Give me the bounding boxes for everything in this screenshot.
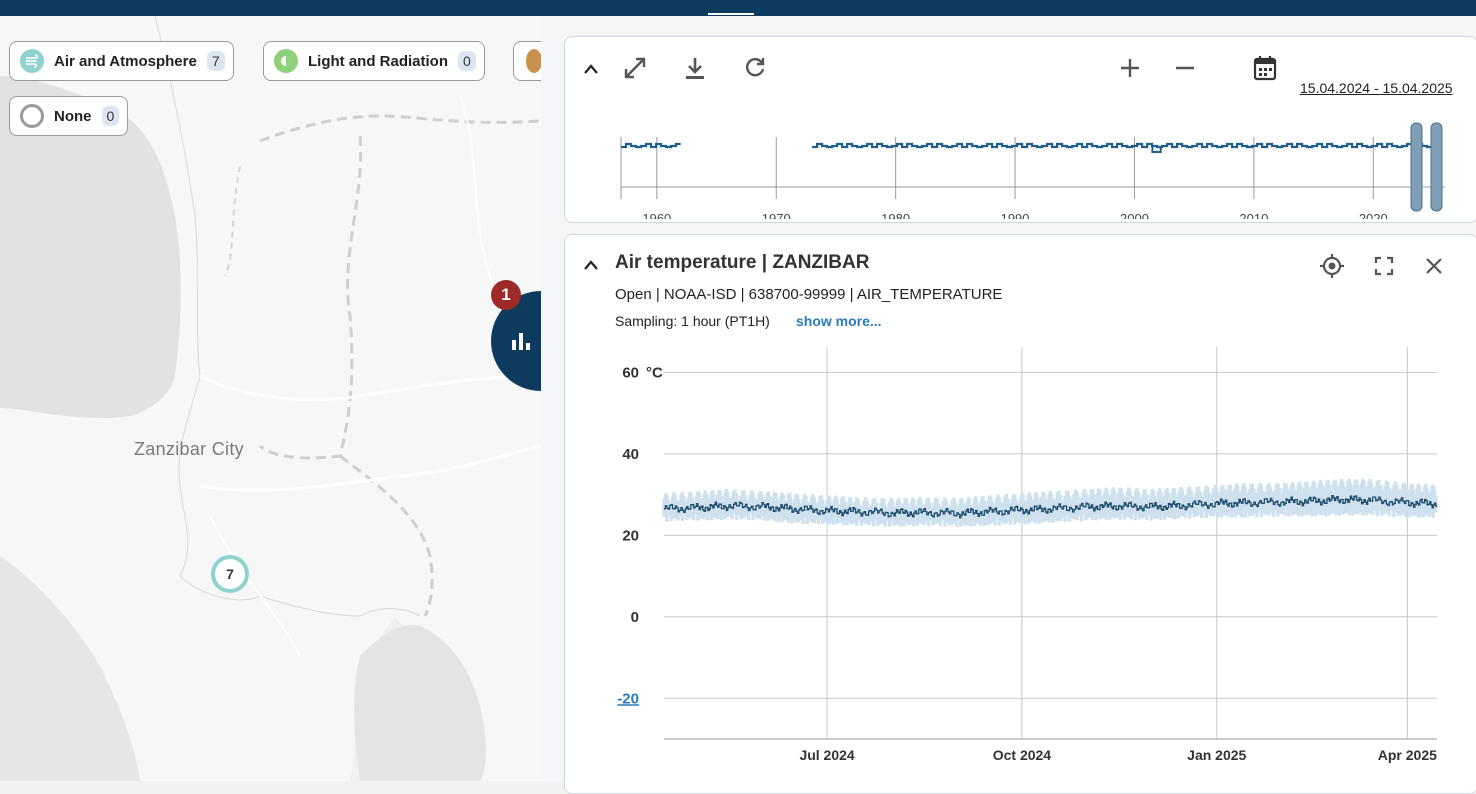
air-atmosphere-icon xyxy=(20,49,44,73)
close-icon[interactable] xyxy=(1419,251,1449,281)
y-tick-label: 60 xyxy=(622,364,639,381)
chip-label: Air and Atmosphere xyxy=(54,52,197,70)
y-tick-label: 0 xyxy=(631,609,639,626)
station-cluster-marker[interactable]: 7 xyxy=(211,555,249,593)
charts-panel: 15.04.2024 - 15.04.2025 1960 1970 1980 1990… xyxy=(541,16,1476,794)
y-axis-unit: °C xyxy=(646,364,663,381)
overview-dip xyxy=(1151,146,1162,153)
x-tick-label: Oct 2024 xyxy=(993,747,1052,763)
chart-card: Air temperature | ZANZIBAR Open | NOAA-I… xyxy=(564,234,1476,794)
land-icon xyxy=(526,49,541,73)
map-view[interactable]: Zanzibar City 7 1 Air and Atmosphere 7 L… xyxy=(0,16,541,781)
map-background xyxy=(0,16,541,781)
brush-left-handle xyxy=(1410,122,1423,212)
bar-chart-icon xyxy=(512,333,530,350)
filter-chip-light-radiation[interactable]: Light and Radiation 0 xyxy=(263,41,485,81)
top-nav-bar xyxy=(0,0,1476,16)
chart-count-badge: 1 xyxy=(491,280,521,310)
brush-right-handle xyxy=(1430,122,1443,212)
calendar-icon[interactable] xyxy=(1250,53,1280,83)
y-tick-label: -20 xyxy=(617,690,639,707)
locate-icon[interactable] xyxy=(1317,251,1347,281)
collapse-icon[interactable] xyxy=(577,55,605,83)
y-tick-label: 20 xyxy=(622,527,639,544)
active-tab-indicator xyxy=(708,13,754,15)
x-tick-label: Jan 2025 xyxy=(1187,747,1246,763)
light-radiation-icon xyxy=(274,49,298,73)
chart-subtitle: Open | NOAA-ISD | 638700-99999 | AIR_TEM… xyxy=(615,286,1003,303)
overview-tick-label: 2020 xyxy=(1359,211,1388,219)
sampling-info: Sampling: 1 hour (PT1H) xyxy=(615,313,770,329)
zoom-in-icon[interactable] xyxy=(1115,53,1145,83)
overview-tick-label: 2000 xyxy=(1120,211,1149,219)
zoom-out-icon[interactable] xyxy=(1170,53,1200,83)
chip-label: None xyxy=(54,107,92,125)
timeline-overview-chart[interactable]: 1960 1970 1980 1990 2000 2010 2020 xyxy=(565,99,1476,219)
temperature-series-line xyxy=(664,495,1438,519)
refresh-icon[interactable] xyxy=(740,53,770,83)
date-range-link[interactable]: 15.04.2024 - 15.04.2025 xyxy=(1300,80,1453,96)
none-icon xyxy=(20,104,44,128)
city-label: Zanzibar City xyxy=(134,439,244,459)
filter-chip-partial[interactable] xyxy=(513,41,541,81)
overview-series-line xyxy=(812,142,1434,149)
expand-icon[interactable] xyxy=(620,53,650,83)
cluster-count: 7 xyxy=(226,566,234,582)
collapse-chart-icon[interactable] xyxy=(577,251,605,279)
overview-series-line xyxy=(621,142,681,149)
chart-title: Air temperature | ZANZIBAR xyxy=(615,252,870,273)
show-more-link[interactable]: show more... xyxy=(796,313,882,329)
filter-chip-air-atmosphere[interactable]: Air and Atmosphere 7 xyxy=(9,41,234,81)
y-tick-label: 40 xyxy=(622,446,639,463)
timeline-card: 15.04.2024 - 15.04.2025 1960 1970 1980 1990… xyxy=(564,36,1476,223)
x-tick-label: Jul 2024 xyxy=(799,747,854,763)
overview-tick-label: 2010 xyxy=(1239,211,1268,219)
badge-count: 1 xyxy=(501,285,511,304)
filter-chip-none[interactable]: None 0 xyxy=(9,96,129,136)
chip-count: 0 xyxy=(458,51,476,71)
overview-tick-label: 1980 xyxy=(881,211,910,219)
fullscreen-icon[interactable] xyxy=(1369,251,1399,281)
overview-tick-label: 1970 xyxy=(762,211,791,219)
temperature-chart[interactable]: Jul 2024 Oct 2024 Jan 2025 Apr 2025 60 40 20 0 -… xyxy=(565,347,1476,787)
overview-tick-label: 1960 xyxy=(642,211,671,219)
chip-label: Light and Radiation xyxy=(308,52,448,70)
download-icon[interactable] xyxy=(680,53,710,83)
overview-tick-label: 1990 xyxy=(1001,211,1030,219)
chip-count: 7 xyxy=(206,51,225,71)
chip-count: 0 xyxy=(101,106,120,126)
x-tick-label: Apr 2025 xyxy=(1378,747,1437,763)
